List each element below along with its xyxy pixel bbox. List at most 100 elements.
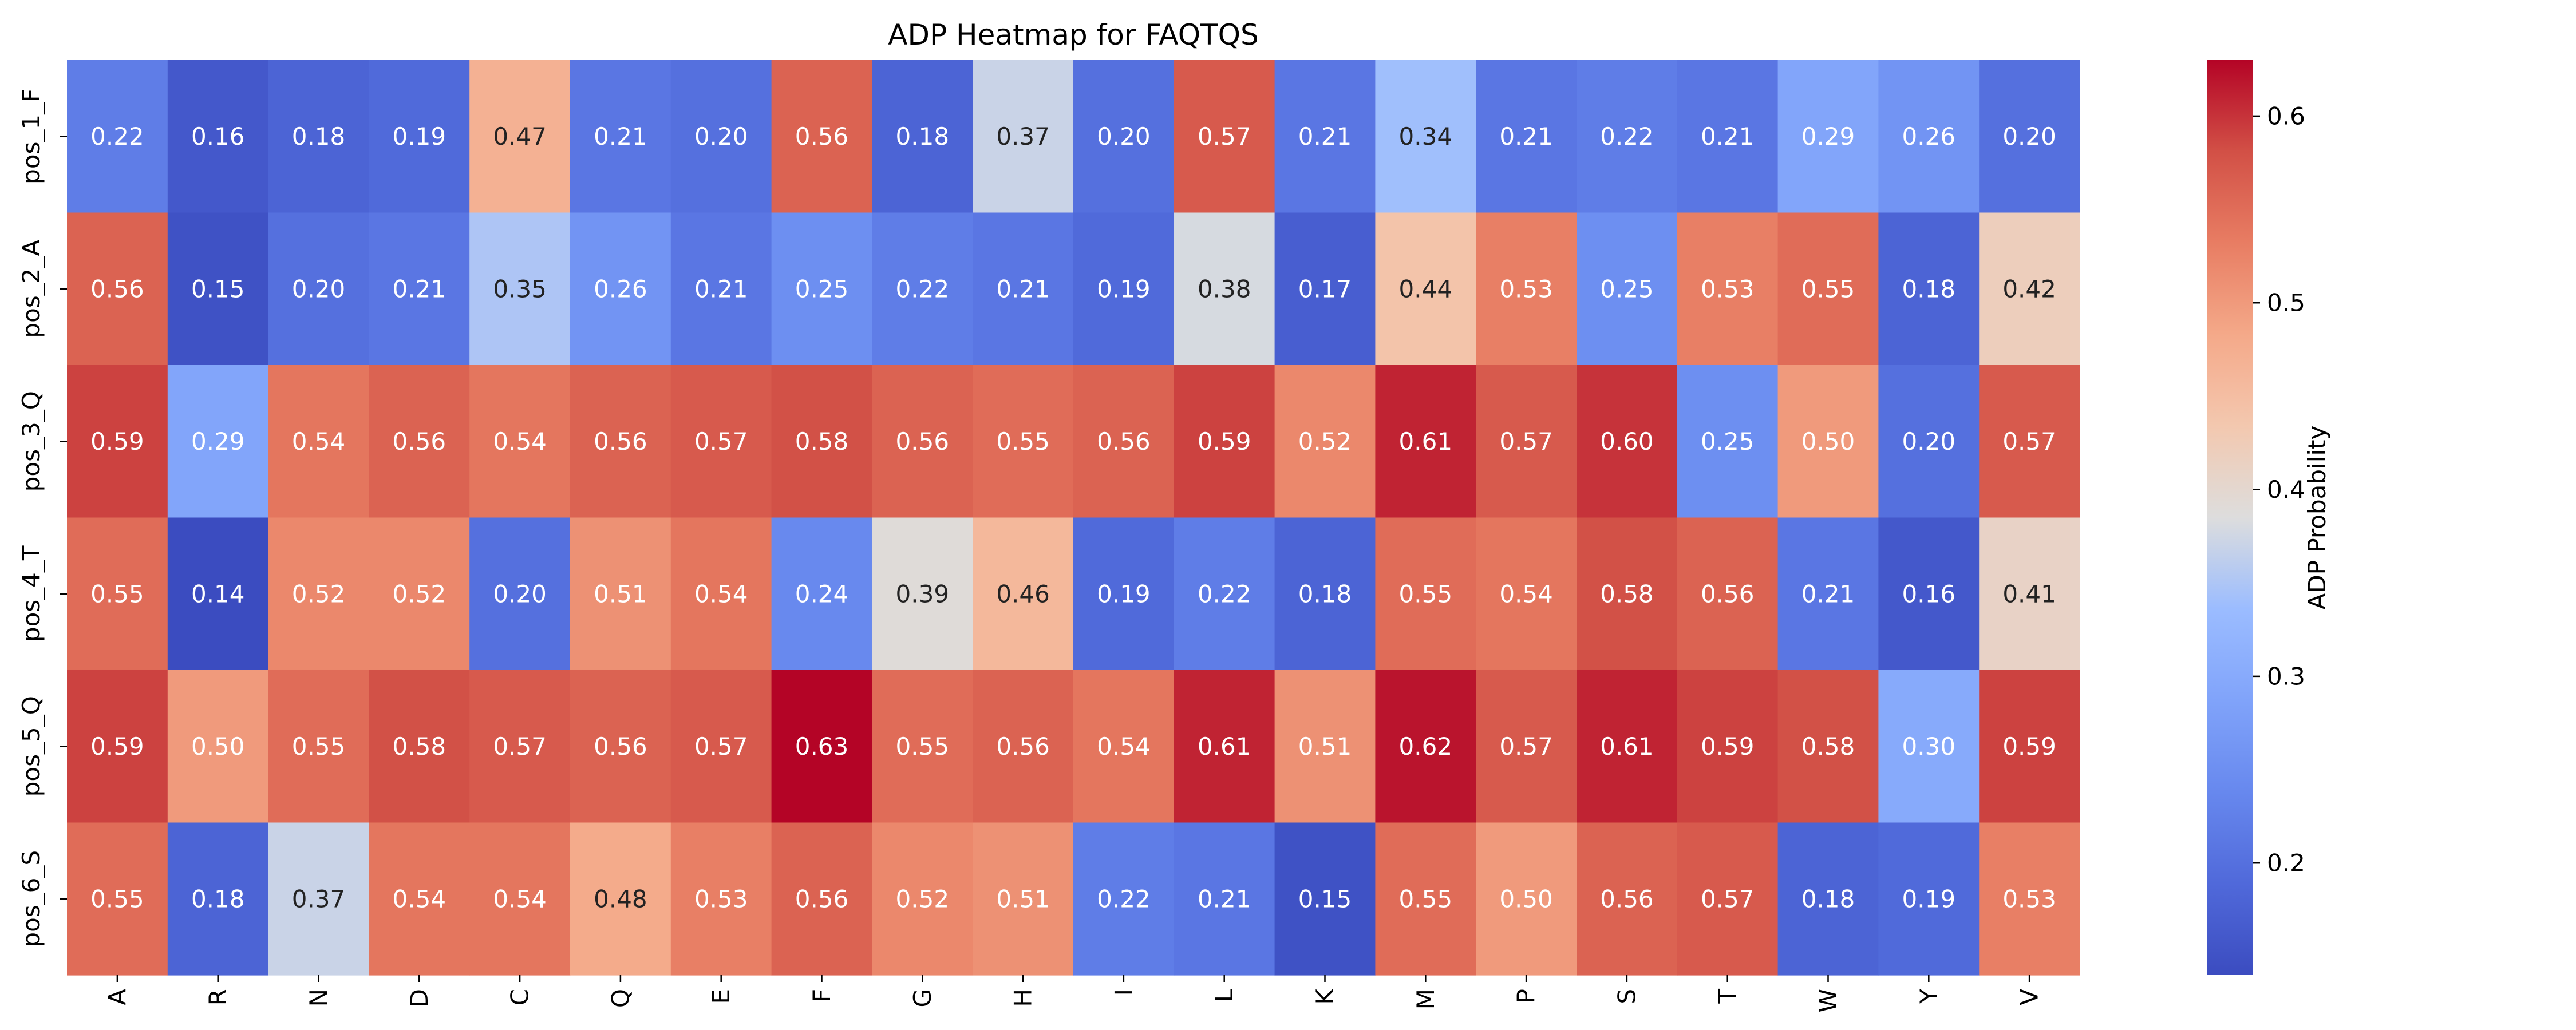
x-tick-label: K bbox=[1311, 988, 1339, 1005]
heatmap-cell bbox=[167, 60, 269, 213]
cell-value-label: 0.54 bbox=[694, 580, 748, 608]
heatmap-cell bbox=[167, 212, 269, 366]
heatmap-cell bbox=[1174, 822, 1275, 976]
heatmap-cell bbox=[670, 822, 772, 976]
cell-value-label: 0.26 bbox=[594, 275, 647, 303]
heatmap-cell bbox=[1979, 60, 2080, 213]
cell-value-label: 0.35 bbox=[493, 275, 547, 303]
cell-value-label: 0.15 bbox=[191, 275, 245, 303]
heatmap-cell bbox=[1375, 670, 1476, 823]
cell-value-label: 0.54 bbox=[292, 427, 346, 455]
heatmap-cell bbox=[369, 517, 470, 671]
heatmap-cell bbox=[469, 365, 571, 518]
cell-value-label: 0.41 bbox=[2002, 580, 2056, 608]
x-tick-label: F bbox=[808, 989, 836, 1003]
heatmap-cell bbox=[1375, 517, 1476, 671]
heatmap-cell bbox=[268, 212, 369, 366]
heatmap-cell bbox=[771, 60, 872, 213]
cell-value-label: 0.18 bbox=[1902, 275, 1956, 303]
cell-value-label: 0.17 bbox=[1298, 275, 1352, 303]
cell-value-label: 0.21 bbox=[1198, 885, 1251, 913]
heatmap-cell bbox=[1677, 517, 1779, 671]
colorbar: 0.2 0.3 0.4 0.5 0.6 ADP Probability bbox=[2207, 60, 2331, 975]
heatmap-cell bbox=[1073, 822, 1175, 976]
x-tick-label: T bbox=[1713, 989, 1741, 1004]
cell-value-label: 0.21 bbox=[1298, 122, 1352, 150]
heatmap-cell bbox=[1979, 670, 2080, 823]
cell-value-label: 0.55 bbox=[1399, 885, 1453, 913]
cell-value-label: 0.60 bbox=[1600, 427, 1654, 455]
heatmap-cell bbox=[1878, 60, 1980, 213]
cell-value-label: 0.21 bbox=[393, 275, 447, 303]
cell-value-label: 0.19 bbox=[393, 122, 447, 150]
heatmap-cell bbox=[1274, 822, 1376, 976]
cell-value-label: 0.54 bbox=[393, 885, 447, 913]
cell-value-label: 0.55 bbox=[90, 885, 144, 913]
heatmap-cell bbox=[1073, 670, 1175, 823]
cell-value-label: 0.54 bbox=[493, 427, 547, 455]
heatmap-cell bbox=[1174, 212, 1275, 366]
heatmap-cell bbox=[469, 60, 571, 213]
cell-value-label: 0.56 bbox=[1097, 427, 1151, 455]
cell-value-label: 0.56 bbox=[1600, 885, 1654, 913]
cell-value-label: 0.19 bbox=[1902, 885, 1956, 913]
heatmap-cell bbox=[469, 517, 571, 671]
cell-value-label: 0.57 bbox=[694, 732, 748, 760]
cell-value-label: 0.53 bbox=[2002, 885, 2056, 913]
cell-value-label: 0.58 bbox=[795, 427, 849, 455]
cell-value-label: 0.24 bbox=[795, 580, 849, 608]
heatmap-cell bbox=[1476, 365, 1577, 518]
y-tick-label: pos_4_T bbox=[17, 545, 45, 642]
cell-value-label: 0.50 bbox=[1801, 427, 1855, 455]
cell-value-label: 0.22 bbox=[896, 275, 950, 303]
heatmap-cell bbox=[469, 670, 571, 823]
heatmap-cell bbox=[1375, 822, 1476, 976]
cell-value-label: 0.52 bbox=[896, 885, 950, 913]
heatmap-cell bbox=[1777, 517, 1879, 671]
heatmap-cell bbox=[1878, 365, 1980, 518]
heatmap-cell bbox=[670, 60, 772, 213]
heatmap-cell bbox=[1375, 365, 1476, 518]
heatmap-cell bbox=[1677, 60, 1779, 213]
heatmap-cell bbox=[1073, 365, 1175, 518]
cell-value-label: 0.52 bbox=[292, 580, 346, 608]
cell-value-label: 0.20 bbox=[1902, 427, 1956, 455]
cell-value-label: 0.25 bbox=[795, 275, 849, 303]
heatmap-cell bbox=[67, 822, 168, 976]
cell-value-label: 0.21 bbox=[1499, 122, 1553, 150]
heatmap-cell bbox=[1979, 822, 2080, 976]
heatmap-cell bbox=[268, 517, 369, 671]
heatmap-cell bbox=[1174, 517, 1275, 671]
cell-value-label: 0.59 bbox=[90, 427, 144, 455]
heatmap-cell bbox=[369, 822, 470, 976]
heatmap-cell bbox=[67, 517, 168, 671]
cell-value-label: 0.18 bbox=[292, 122, 346, 150]
cell-value-label: 0.61 bbox=[1600, 732, 1654, 760]
heatmap-cell bbox=[1476, 822, 1577, 976]
heatmap-cell bbox=[872, 365, 973, 518]
heatmap-cell bbox=[67, 60, 168, 213]
heatmap-cell bbox=[670, 517, 772, 671]
cell-value-label: 0.51 bbox=[1298, 732, 1352, 760]
heatmap-cell bbox=[1476, 517, 1577, 671]
heatmap-cell bbox=[670, 365, 772, 518]
heatmap-cell bbox=[771, 212, 872, 366]
colorbar-gradient bbox=[2207, 60, 2253, 975]
cell-value-label: 0.20 bbox=[2002, 122, 2056, 150]
cell-value-label: 0.57 bbox=[2002, 427, 2056, 455]
cell-value-label: 0.58 bbox=[1600, 580, 1654, 608]
heatmap-cell bbox=[1174, 670, 1275, 823]
cell-value-label: 0.48 bbox=[594, 885, 647, 913]
cell-value-label: 0.37 bbox=[292, 885, 346, 913]
chart-title: ADP Heatmap for FAQTQS bbox=[888, 18, 1258, 52]
heatmap-cell bbox=[1577, 212, 1678, 366]
cell-value-label: 0.21 bbox=[1801, 580, 1855, 608]
y-tick-label: pos_2_A bbox=[17, 240, 45, 338]
heatmap-cell bbox=[1878, 822, 1980, 976]
x-tick-label: G bbox=[908, 989, 937, 1008]
heatmap-cell bbox=[369, 60, 470, 213]
heatmap-cell bbox=[167, 517, 269, 671]
cell-value-label: 0.29 bbox=[191, 427, 245, 455]
